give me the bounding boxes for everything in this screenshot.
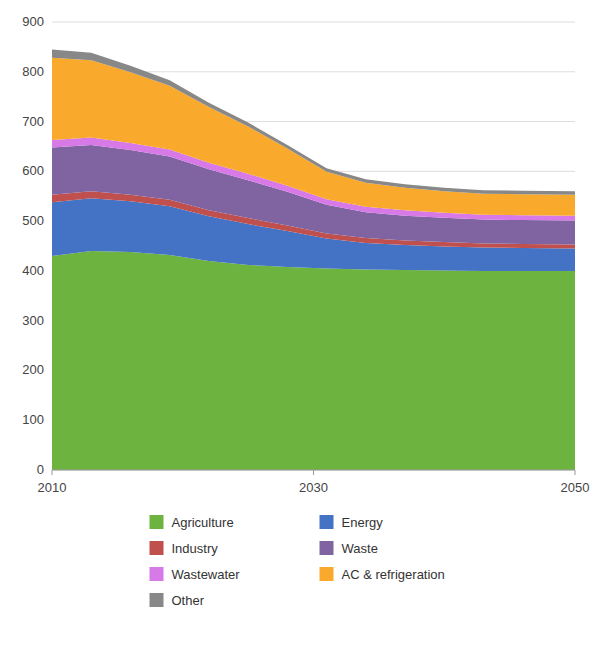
y-tick-label: 600 xyxy=(22,163,44,178)
legend-item: Waste xyxy=(320,541,378,556)
y-tick-labels: 0 100 200 300 400 500 600 700 800 900 xyxy=(22,14,44,477)
legend: Agriculture Energy Industry Waste Wastewater… xyxy=(150,515,445,608)
area xyxy=(52,251,575,470)
legend-item: Other xyxy=(150,593,205,608)
legend-label: Other xyxy=(172,593,205,608)
x-tick-label: 2030 xyxy=(299,480,328,495)
area xyxy=(52,49,575,194)
y-tick-label: 800 xyxy=(22,64,44,79)
y-tick-label: 700 xyxy=(22,114,44,129)
x-tick-label: 2050 xyxy=(561,480,590,495)
legend-swatch xyxy=(150,541,164,555)
legend-item: AC & refrigeration xyxy=(320,567,445,582)
y-tick-label: 0 xyxy=(37,462,44,477)
x-tick xyxy=(575,470,576,475)
legend-swatch xyxy=(150,593,164,607)
legend-label: Industry xyxy=(172,541,219,556)
legend-swatch xyxy=(150,515,164,529)
legend-label: Energy xyxy=(342,515,384,530)
legend-item: Agriculture xyxy=(150,515,234,530)
legend-swatch xyxy=(320,567,334,581)
chart: 0 100 200 300 400 500 600 700 800 900 2010 2030 2050… xyxy=(0,0,599,650)
legend-item: Wastewater xyxy=(150,567,241,582)
legend-swatch xyxy=(320,541,334,555)
legend-swatch xyxy=(320,515,334,529)
x-tick xyxy=(313,470,314,475)
y-tick-label: 900 xyxy=(22,14,44,29)
y-tick-label: 300 xyxy=(22,313,44,328)
legend-label: AC & refrigeration xyxy=(342,567,445,582)
x-tick-label: 2010 xyxy=(38,480,67,495)
x-tick xyxy=(52,470,53,475)
legend-swatch xyxy=(150,567,164,581)
y-tick-label: 100 xyxy=(22,412,44,427)
grid-line xyxy=(52,22,575,23)
legend-item: Energy xyxy=(320,515,384,530)
page: {"chart_data": {"type": "area", "stacked… xyxy=(0,0,599,650)
y-tick-label: 200 xyxy=(22,362,44,377)
y-tick-label: 500 xyxy=(22,213,44,228)
legend-item: Industry xyxy=(150,541,219,556)
y-tick-label: 400 xyxy=(22,263,44,278)
x-axis: 2010 2030 2050 xyxy=(38,470,590,495)
legend-label: Wastewater xyxy=(172,567,241,582)
areas xyxy=(52,49,575,470)
legend-label: Agriculture xyxy=(172,515,234,530)
legend-label: Waste xyxy=(342,541,378,556)
y-grid xyxy=(52,22,575,470)
